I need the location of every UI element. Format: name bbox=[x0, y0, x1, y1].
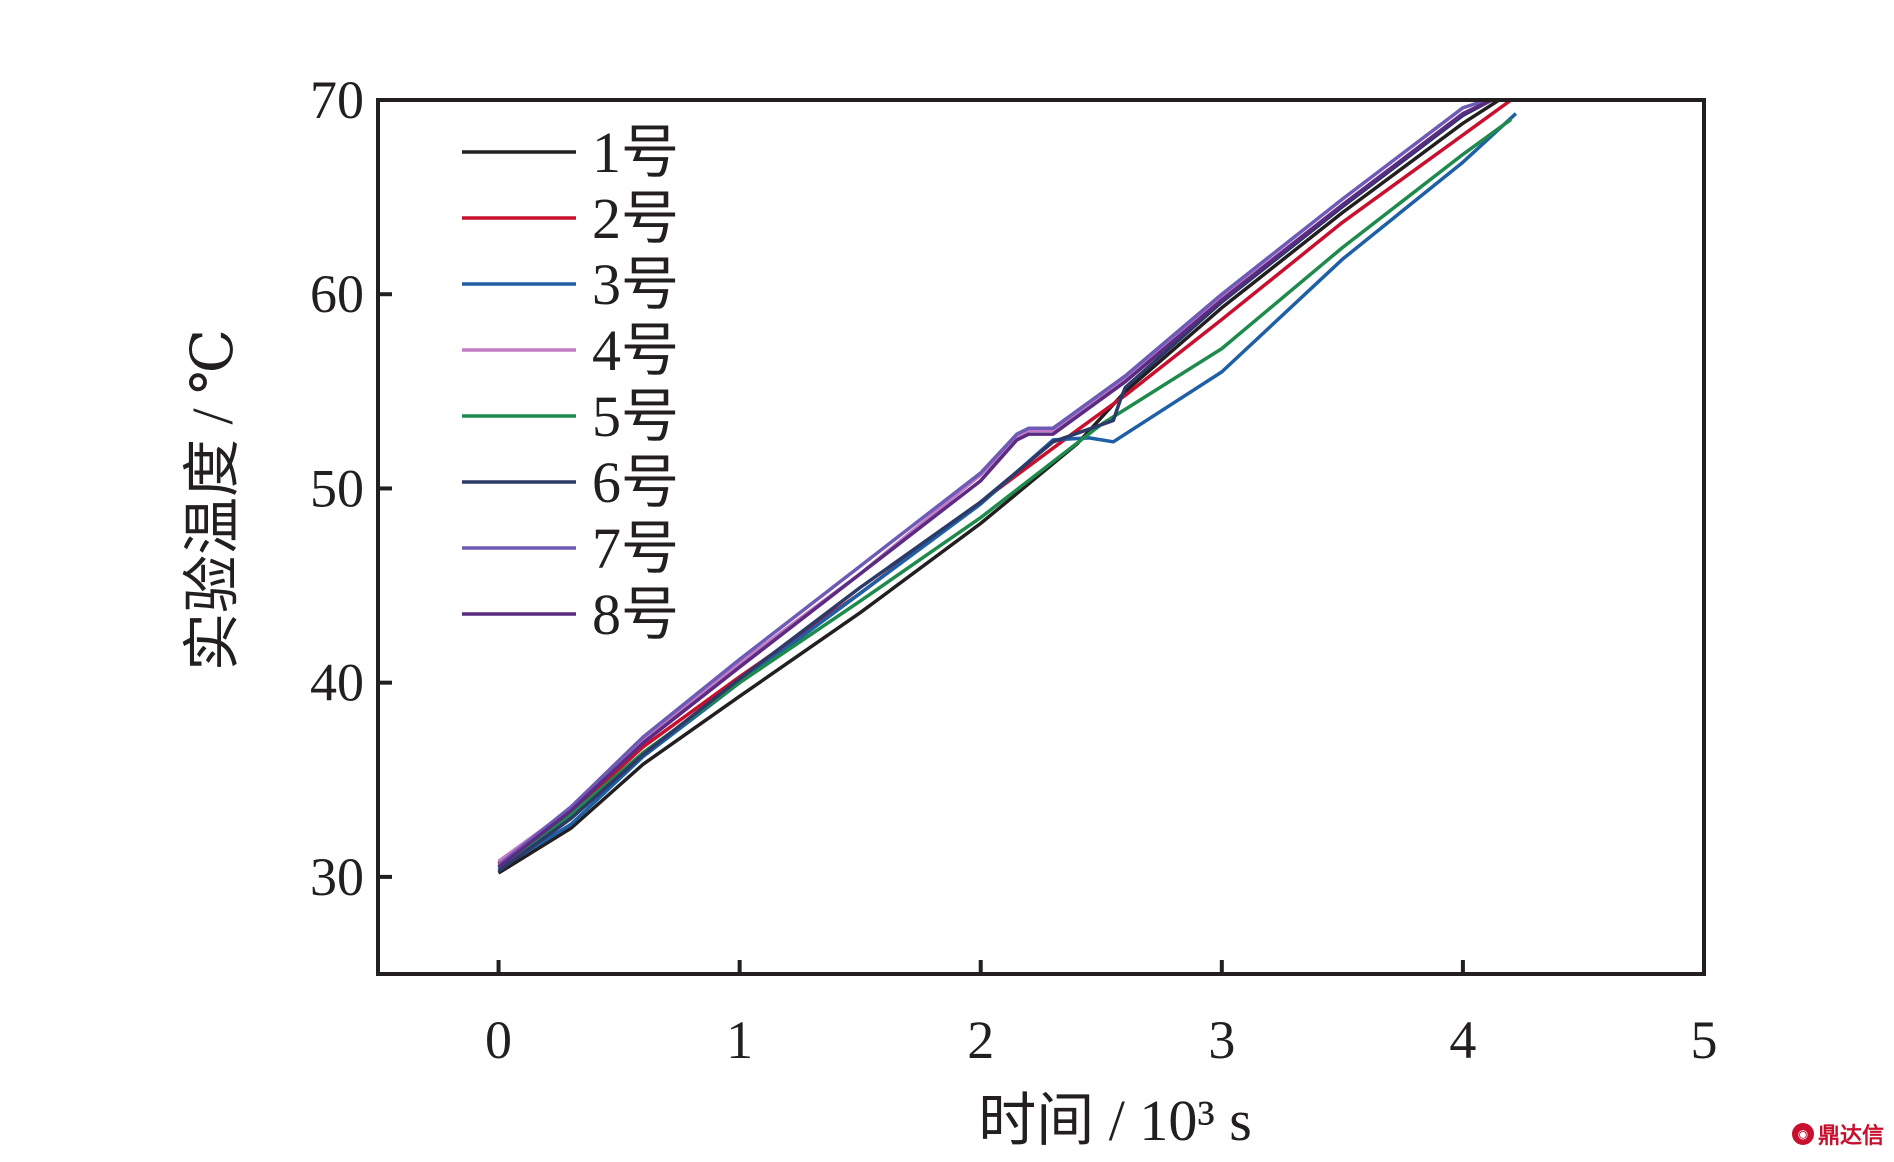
series-line-8 bbox=[497, 100, 1493, 869]
x-tick-label: 4 bbox=[1449, 1010, 1476, 1070]
x-tick-label: 2 bbox=[967, 1010, 994, 1070]
y-tick-label: 40 bbox=[310, 653, 364, 713]
legend-label: 6号 bbox=[592, 450, 679, 515]
y-tick-label: 60 bbox=[310, 264, 364, 324]
series-line-7 bbox=[497, 100, 1488, 867]
legend-label: 1号 bbox=[592, 120, 679, 185]
series-line-5 bbox=[497, 117, 1513, 869]
legend-label: 8号 bbox=[592, 582, 679, 647]
y-tick-label: 70 bbox=[310, 70, 364, 130]
watermark: ◉ 鼎达信 bbox=[1791, 1118, 1884, 1150]
legend-label: 4号 bbox=[592, 318, 679, 383]
x-tick-label: 1 bbox=[726, 1010, 753, 1070]
plot-frame bbox=[376, 98, 1706, 976]
y-tick-label: 30 bbox=[310, 847, 364, 907]
legend-label: 7号 bbox=[592, 516, 679, 581]
series-line-1 bbox=[497, 100, 1501, 875]
x-axis-label: 时间 / 10³ s bbox=[978, 1088, 1252, 1153]
y-axis-label: 实验温度 / ℃ bbox=[180, 329, 245, 671]
series-line-2 bbox=[497, 100, 1513, 865]
logo-icon: ◉ bbox=[1791, 1123, 1814, 1145]
legend-label: 2号 bbox=[592, 186, 679, 251]
x-tick-label: 0 bbox=[485, 1010, 512, 1070]
x-tick-label: 3 bbox=[1208, 1010, 1235, 1070]
legend-label: 5号 bbox=[592, 384, 679, 449]
x-tick-label: 5 bbox=[1691, 1010, 1718, 1070]
y-tick-label: 50 bbox=[310, 458, 364, 518]
legend-label: 3号 bbox=[592, 252, 679, 317]
series-layer bbox=[497, 100, 1518, 875]
ticks-layer: 0 1 2 3 4 5 30 40 50 60 70 bbox=[310, 70, 1718, 1070]
watermark-text: 鼎达信 bbox=[1817, 1124, 1884, 1149]
